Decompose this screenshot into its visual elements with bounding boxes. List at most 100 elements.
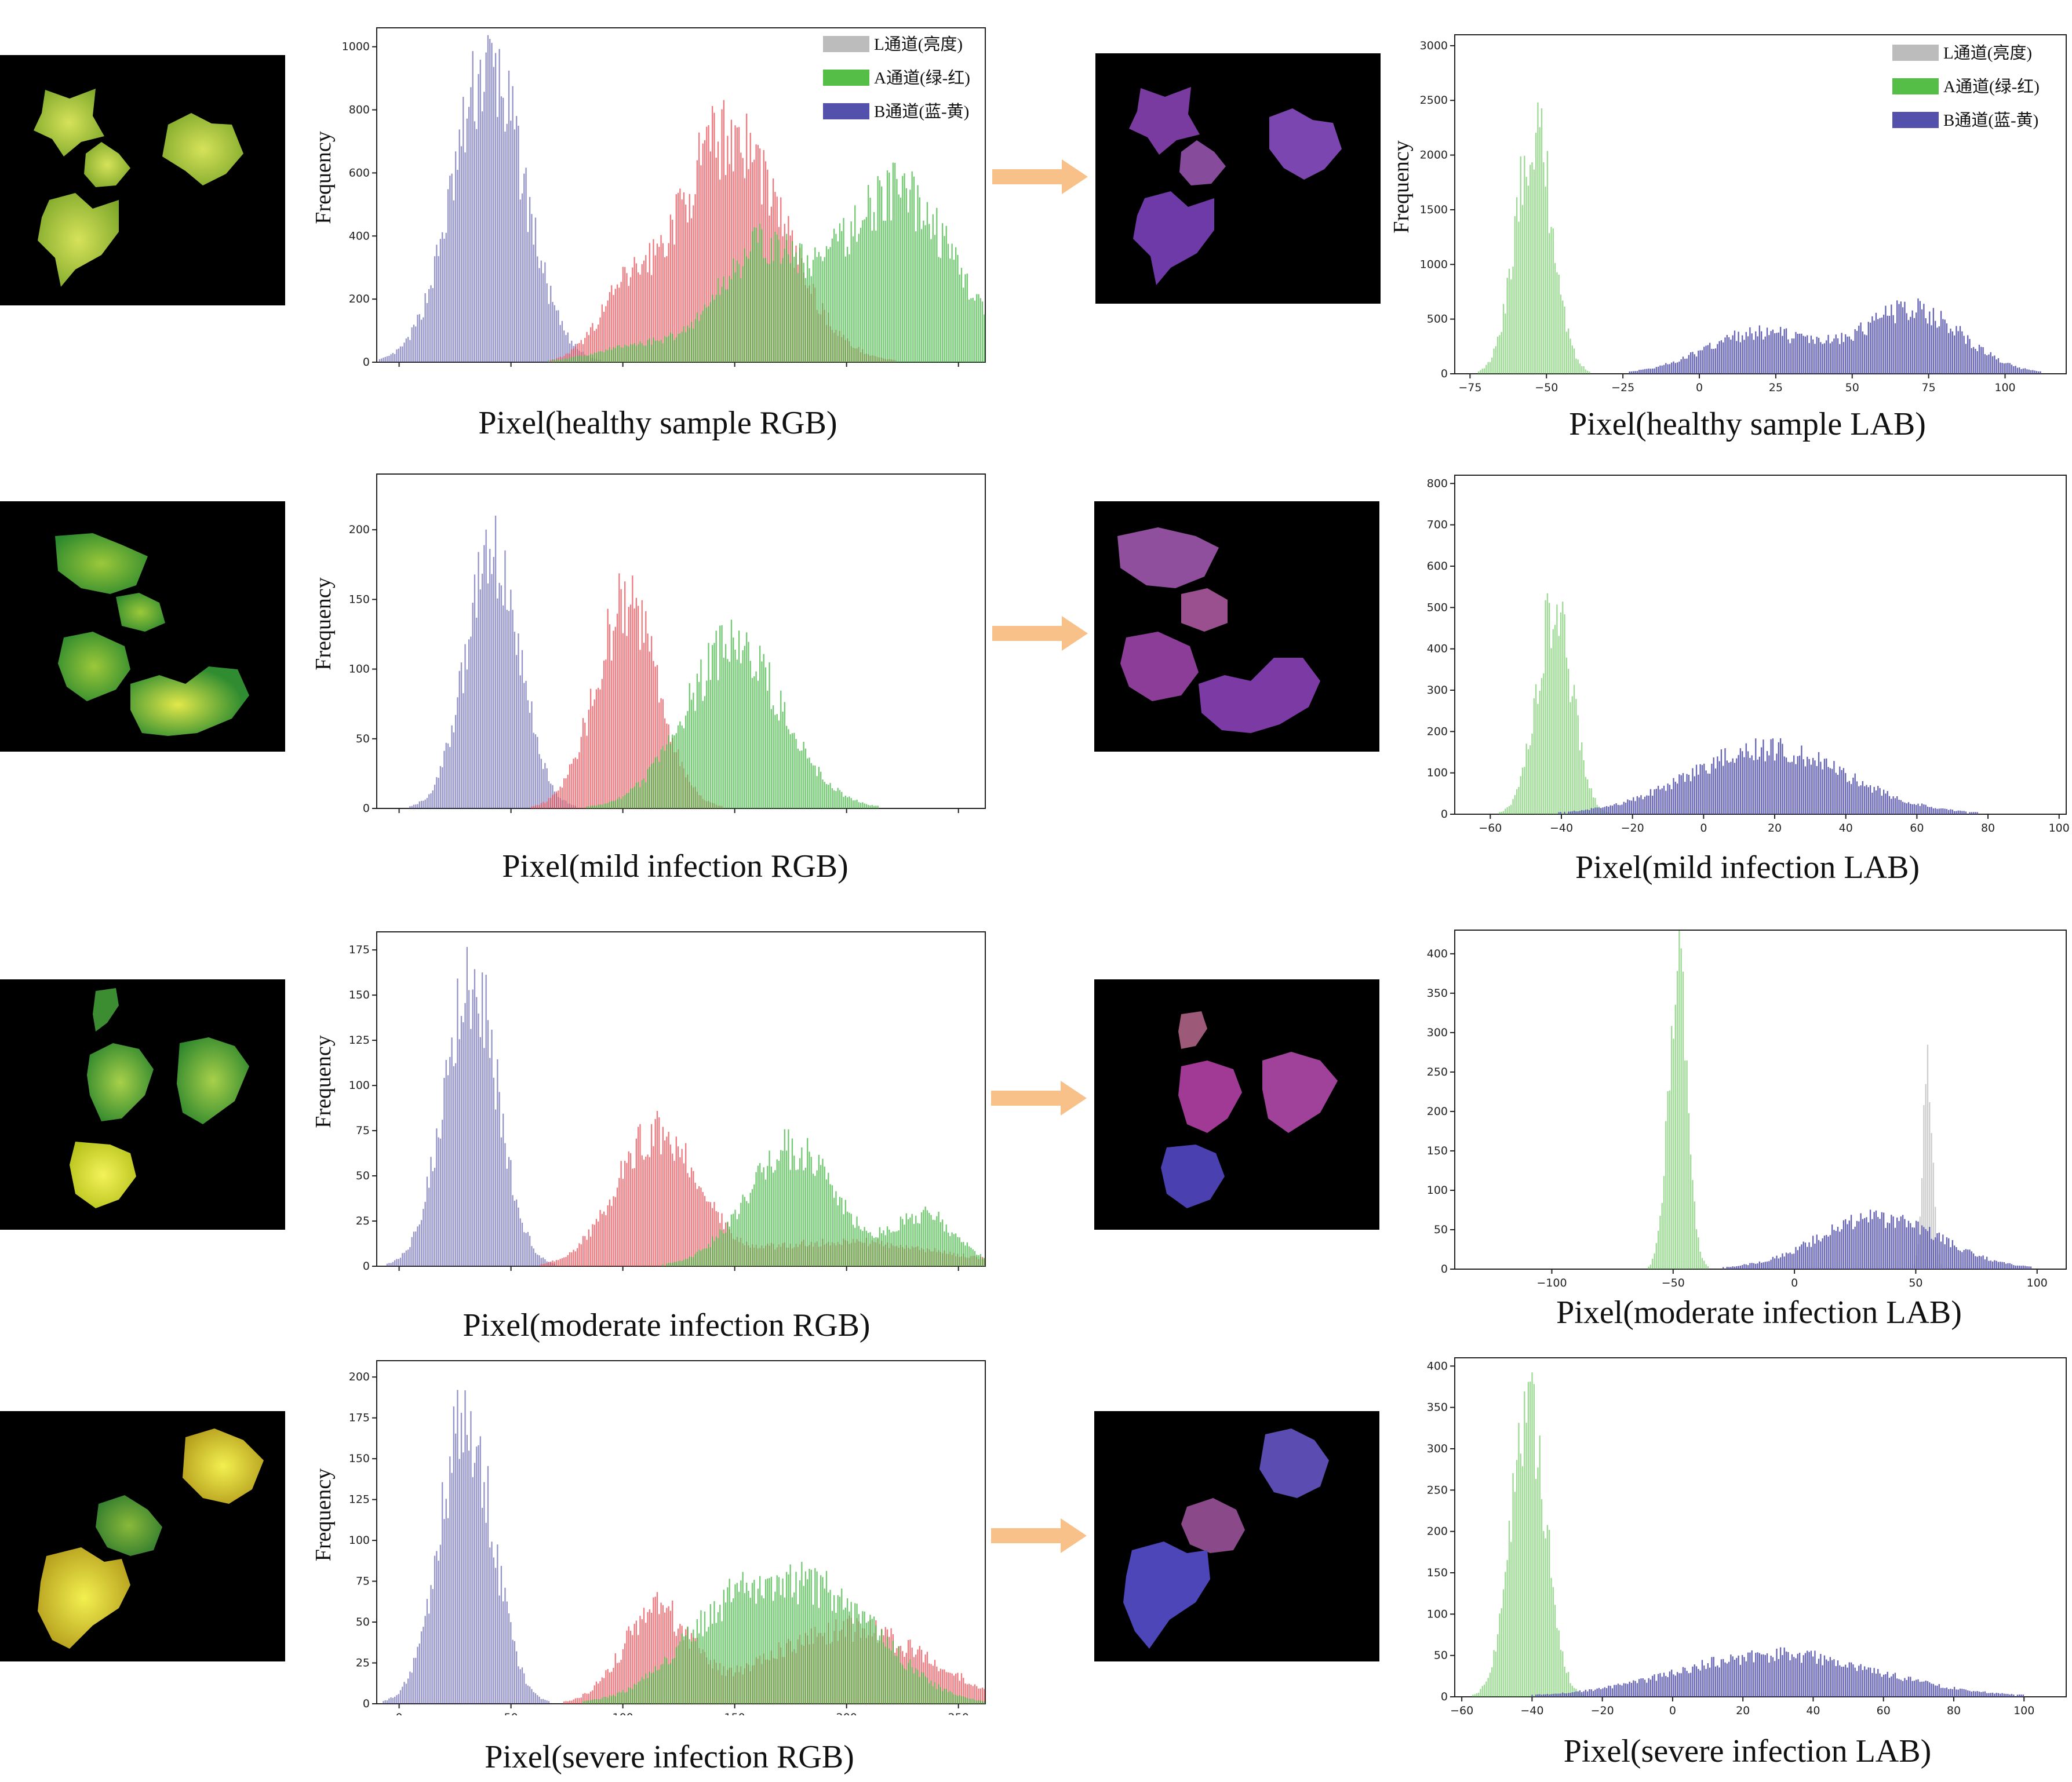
histogram-bar: [2020, 1266, 2022, 1269]
histogram-bar: [810, 1569, 812, 1704]
histogram-bar: [865, 217, 868, 362]
histogram-bar: [1793, 755, 1795, 814]
histogram-bar: [439, 1544, 442, 1704]
histogram-bar: [945, 1689, 947, 1704]
histogram-bar: [561, 320, 563, 362]
histogram-bar: [713, 1202, 715, 1266]
histogram-bar: [415, 1231, 417, 1266]
histogram-bar: [1919, 1234, 1921, 1269]
histogram-bar: [1931, 807, 1932, 814]
histogram-bar: [890, 1650, 892, 1704]
histogram-bar: [1951, 1689, 1953, 1697]
histogram-bar: [673, 735, 675, 808]
histogram-bar: [1875, 312, 1877, 374]
histogram-bar: [1586, 779, 1589, 814]
histogram-bar: [2020, 1694, 2022, 1697]
histogram-bar: [856, 242, 858, 362]
histogram-bar: [598, 351, 599, 362]
moderate-lab-histogram: −100 −50 0 50 100 0 50 100 150 200 250 300 350 400: [1382, 927, 2072, 1292]
histogram-bar: [1978, 344, 1980, 374]
y-tick-label: 200: [349, 523, 370, 536]
histogram-bar: [458, 129, 460, 363]
histogram-bar: [694, 1641, 696, 1704]
histogram-bar: [592, 1690, 593, 1704]
histogram-bar: [1508, 1521, 1510, 1697]
histogram-bar: [582, 1236, 584, 1266]
histogram-bar: [972, 1686, 974, 1704]
histogram-bar: [1543, 1531, 1545, 1697]
moderate-leaf-image: [0, 979, 285, 1230]
histogram-bar: [1812, 1656, 1814, 1697]
histogram-bar: [2011, 1264, 2013, 1269]
histogram-bar: [1831, 1224, 1833, 1269]
histogram-bar: [822, 261, 824, 362]
histogram-bar: [1552, 1587, 1554, 1697]
histogram-bar: [633, 1683, 635, 1704]
legend-label: A通道(绿-红): [1943, 77, 2040, 96]
histogram-bar: [837, 788, 839, 808]
histogram-bar: [978, 1700, 979, 1704]
histogram-bar: [709, 680, 712, 808]
histogram-bar: [1782, 1253, 1783, 1269]
histogram-bar: [559, 1259, 561, 1266]
histogram-bar: [632, 267, 633, 362]
histogram-bar: [928, 224, 930, 362]
histogram-bar: [1848, 1220, 1850, 1269]
histogram-bar: [653, 1597, 654, 1704]
x-tick-label: 25: [1769, 381, 1783, 394]
histogram-bar: [1995, 1260, 1997, 1269]
histogram-bar: [491, 1029, 493, 1266]
histogram-bar: [864, 1227, 865, 1266]
histogram-bar: [582, 1693, 584, 1704]
mild-rgb-histogram: 050100150200250050100150200Frequency: [313, 469, 991, 817]
histogram-bar: [1902, 801, 1904, 814]
histogram-bar: [820, 771, 822, 808]
histogram-bar: [966, 1242, 968, 1266]
histogram-bar: [1787, 1253, 1789, 1269]
histogram-bar: [1959, 326, 1961, 374]
histogram-bar: [2016, 1694, 2019, 1697]
histogram-bar: [1556, 1628, 1558, 1697]
histogram-bar: [1864, 334, 1866, 374]
histogram-bar: [776, 714, 778, 808]
histogram-bar: [1961, 331, 1963, 374]
x-tick-label: 50: [504, 370, 518, 371]
histogram-bar: [1911, 310, 1913, 374]
x-tick-label: 0: [1696, 381, 1703, 394]
histogram-bar: [898, 194, 900, 362]
histogram-bar: [913, 1223, 915, 1266]
histogram-bar: [905, 1670, 907, 1704]
histogram-bar: [795, 252, 797, 362]
histogram-bar: [778, 239, 780, 362]
histogram-bar: [1608, 807, 1609, 814]
histogram-bar: [491, 43, 493, 363]
histogram-bar: [1995, 359, 1997, 374]
histogram-bar: [1829, 768, 1831, 814]
histogram-bar: [1753, 1263, 1755, 1269]
histogram-bar: [565, 358, 567, 362]
histogram-bar: [702, 701, 704, 808]
histogram-bar: [1678, 1673, 1680, 1697]
histogram-bar: [598, 325, 599, 362]
histogram-bar: [1927, 1231, 1929, 1269]
histogram-bar: [822, 1577, 824, 1704]
histogram-bar: [673, 340, 675, 362]
histogram-bar: [1856, 331, 1858, 374]
legend-label: B通道(蓝-黄): [1943, 111, 2038, 130]
histogram-bar: [1617, 804, 1619, 814]
histogram-bar: [1896, 1217, 1898, 1269]
histogram-bar: [558, 1260, 559, 1266]
histogram-bar: [624, 267, 626, 362]
histogram-bar: [390, 1263, 392, 1266]
histogram-bar: [713, 300, 715, 362]
histogram-bar: [664, 750, 666, 808]
histogram-bar: [875, 1625, 877, 1704]
histogram-bar: [976, 294, 978, 362]
histogram-bar: [1854, 773, 1856, 814]
series-B: [383, 1390, 550, 1704]
histogram-bar: [1795, 1247, 1797, 1269]
histogram-bar: [1629, 371, 1630, 374]
histogram-bar: [1552, 1693, 1554, 1697]
histogram-bar: [447, 743, 449, 808]
histogram-bar: [603, 352, 605, 362]
